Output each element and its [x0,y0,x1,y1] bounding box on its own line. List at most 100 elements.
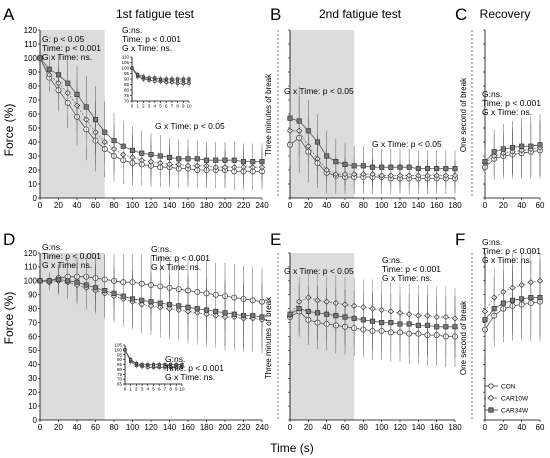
b-car34w-point [379,164,385,170]
a-inset-car34w-point [136,73,140,77]
a-inset-ytick-label: 110 [122,55,130,60]
annotation-c-line2: Time: p < 0.001 [482,98,541,108]
e-shade [290,253,355,420]
b-car34w-point [388,164,394,170]
b-car34w-point [424,166,431,172]
e-xtick-label: 60 [341,423,350,432]
d-ytick-label: 80 [28,304,37,313]
e-car34w-point [314,310,321,316]
a-ytick-label: 110 [24,40,37,49]
e-car34w-point [452,324,458,330]
f-xtick-label: 40 [517,423,526,432]
d-car34w-point [37,278,43,284]
d-xtick-label: 40 [73,423,82,432]
e-car34w-point [296,306,302,312]
b-car34w-point [333,159,339,165]
annotation-e-line3: G x Time: ns. [382,273,432,283]
annotation-d-right-line1: G:ns. [151,244,171,254]
e-xtick-label: 160 [430,423,444,432]
a-car34w-point [83,104,89,110]
b-xtick-label: 140 [412,201,426,210]
y-axis-label-top: Force (%) [2,104,16,157]
d-ytick-label: 50 [28,346,37,355]
c-car34w-point [528,143,534,149]
title-recovery: Recovery [480,7,531,21]
legend-item-car10w: CAR10W [484,394,529,403]
d-xtick-label: 20 [54,423,63,432]
annotation-c-stats: G:ns. Time: p < 0.001 G x Time: ns. [482,89,541,117]
f-car34w-point [491,306,497,312]
b-car34w-point [351,163,357,169]
a-car34w-point [194,156,200,162]
a-inset-car34w-point [176,77,180,81]
a-inset-ytick-label: 95 [124,71,130,76]
d-ytick-label: 0 [33,416,38,425]
annotation-e-stats: G:ns. Time: p < 0.001 G x Time: ns. [382,255,441,283]
a-shade [40,30,105,198]
a-xtick-label: 20 [54,201,63,210]
annotation-d-line3: G x Time: ns. [42,260,92,270]
d-inset-car34w-point [169,362,173,367]
e-xtick-label: 80 [359,423,368,432]
d-inset-xtick-label: 8 [169,387,172,392]
d-xtick-label: 180 [200,423,214,432]
e-car34w-point [324,311,330,317]
d-inset-ytick-label: 105 [114,343,122,348]
a-car34w-point [222,157,228,163]
d-inset-xtick-label: 9 [175,387,178,392]
f-xtick-label: 0 [483,423,488,432]
annotation-a-line3: G x Time: ns. [42,52,92,62]
a-ytick-label: 100 [24,54,38,63]
a-ytick-label: 60 [28,110,37,119]
a-car34w-point [185,156,191,162]
annotation-d-right-line2: Time: p < 0.001 [151,253,210,263]
a-inset-ytick-label: 105 [121,60,129,65]
a-inset-xtick-label: 10 [186,104,192,109]
annotation-d-stats: G:ns. Time: p < 0.001 G x Time: ns. [42,242,101,270]
c-car34w-point [509,145,516,151]
a-ytick-label: 20 [28,166,37,175]
a-xtick-label: 120 [144,201,158,210]
d-inset-xtick-label: 2 [135,387,138,392]
d-inset-xtick-label: 5 [152,387,155,392]
e-car34w-point [287,311,293,317]
a-xtick-label: 80 [110,201,119,210]
annotation-d-inset-line2: Time: p < 0.001 [165,363,224,373]
d-inset-ytick-label: 80 [117,367,123,372]
annotation-a-inset-line2: Time: p < 0.001 [122,34,181,44]
d-xtick-label: 120 [144,423,158,432]
a-car34w-point [259,159,265,165]
a-ytick-label: 30 [28,152,37,161]
e-xtick-label: 20 [304,423,313,432]
b-car34w-point [342,161,348,167]
e-car34w-point [360,317,366,323]
d-inset-xtick-label: 1 [129,387,132,392]
annotation-f-stats: G:ns. Time: p < 0.001 G x Time: ns. [482,237,541,265]
d-ytick-label: 100 [24,277,38,286]
d-inset-car34w-point [134,361,138,366]
e-car34w-point [388,320,394,326]
panel-letter-c: C [455,5,467,24]
c-xtick-label: 0 [483,201,488,210]
panel-letter-a: A [3,5,15,24]
d-inset-car34w-point [129,358,133,362]
d-ytick-label: 70 [28,318,37,327]
f-car34w-point [500,300,506,306]
b-car34w-point [305,128,311,134]
d-inset-xtick-label: 10 [179,387,185,392]
d-car34w-point [83,282,89,288]
a-inset-car34w-point [187,77,191,81]
a-car34w-point [92,117,99,123]
d-car34w-point [166,301,173,308]
b-car34w-point [397,164,403,170]
d-inset-car34w-point [180,362,184,367]
e-car34w-point [415,322,421,328]
b-xtick-label: 180 [448,201,462,210]
a-ytick-label: 10 [28,180,37,189]
d-xtick-label: 220 [237,423,251,432]
a-xtick-label: 220 [237,201,251,210]
b-xtick-label: 160 [430,201,444,210]
annotation-d-right-line3: G x Time: ns. [151,262,201,272]
title-first-fatigue: 1st fatigue test [116,7,195,21]
